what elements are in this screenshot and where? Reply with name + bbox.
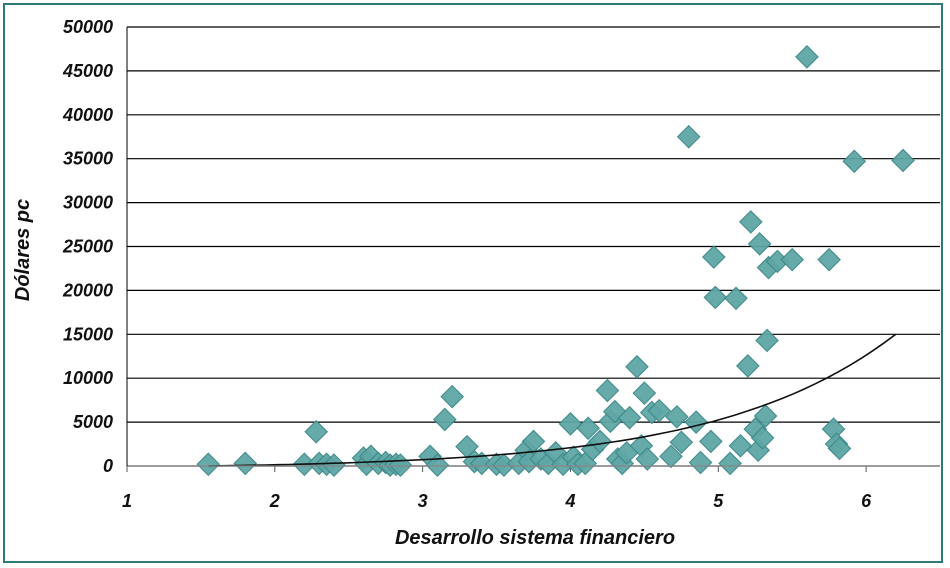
data-point (625, 354, 649, 379)
y-tick-label: 20000 (62, 280, 113, 300)
data-point (676, 124, 701, 149)
y-tick-label: 30000 (63, 193, 113, 213)
data-point (817, 247, 841, 272)
grid-lines (126, 26, 940, 472)
data-point (647, 398, 671, 423)
x-tick-label: 6 (861, 491, 872, 511)
data-point (669, 430, 694, 455)
data-point (665, 404, 689, 429)
x-tick-label: 1 (122, 491, 132, 511)
data-point (659, 444, 683, 469)
data-point (699, 429, 723, 454)
data-point (688, 450, 713, 475)
y-tick-label: 25000 (62, 237, 113, 257)
data-point (724, 286, 748, 311)
x-tick-label: 4 (564, 491, 575, 511)
data-point (322, 453, 346, 477)
data-point (755, 328, 779, 353)
data-points (196, 45, 915, 477)
data-point (635, 447, 660, 471)
x-axis-title: Desarrollo sistema financiero (395, 527, 675, 549)
y-tick-label: 10000 (63, 368, 113, 388)
trend-line (208, 333, 897, 467)
data-point (432, 407, 457, 432)
data-point (617, 405, 642, 430)
data-point (753, 404, 778, 428)
x-tick-label: 2 (269, 491, 280, 511)
scatter-chart: 0 5000 10000 15000 20000 25000 30000 35000 40000… (12, 17, 940, 549)
y-tick-labels: 0 5000 10000 15000 20000 25000 30000 35000 40000… (62, 17, 113, 476)
data-point (233, 451, 258, 476)
data-point (701, 245, 726, 269)
data-point (827, 436, 852, 461)
data-point (780, 247, 805, 272)
data-point (735, 354, 760, 378)
x-tick-label: 5 (713, 491, 724, 511)
data-point (747, 232, 772, 256)
data-point (440, 384, 465, 409)
y-tick-label: 5000 (73, 412, 113, 432)
data-point (576, 416, 601, 441)
y-tick-label: 15000 (63, 324, 113, 344)
chart-frame: 0 5000 10000 15000 20000 25000 30000 35000 40000… (3, 3, 943, 563)
y-tick-label: 0 (103, 456, 113, 476)
data-point (750, 426, 775, 450)
data-point (891, 148, 915, 173)
data-point (718, 451, 742, 476)
data-point (632, 381, 657, 405)
y-tick-label: 40000 (62, 105, 113, 125)
y-axis-title: Dólares pc (12, 199, 34, 301)
data-point (795, 45, 819, 69)
data-point (196, 452, 221, 477)
data-point (558, 412, 583, 436)
data-point (703, 285, 728, 310)
data-point (842, 149, 867, 174)
y-tick-label: 45000 (62, 61, 113, 81)
data-point (738, 210, 763, 234)
data-point (684, 410, 708, 434)
y-tick-label: 50000 (63, 17, 113, 37)
data-point (304, 419, 329, 444)
data-point (469, 451, 494, 476)
data-point (728, 433, 753, 458)
data-point (588, 429, 612, 454)
data-point (595, 378, 620, 403)
x-tick-label: 3 (418, 491, 428, 511)
x-tick-labels: 1 2 3 4 5 6 (122, 491, 872, 511)
y-tick-label: 35000 (63, 149, 113, 169)
